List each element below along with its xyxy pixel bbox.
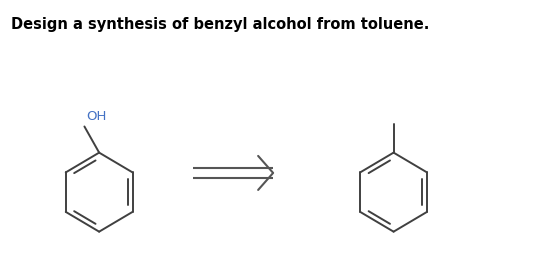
Text: Design a synthesis of benzyl alcohol from toluene.: Design a synthesis of benzyl alcohol fro… [11, 17, 429, 32]
Text: OH: OH [86, 110, 107, 123]
